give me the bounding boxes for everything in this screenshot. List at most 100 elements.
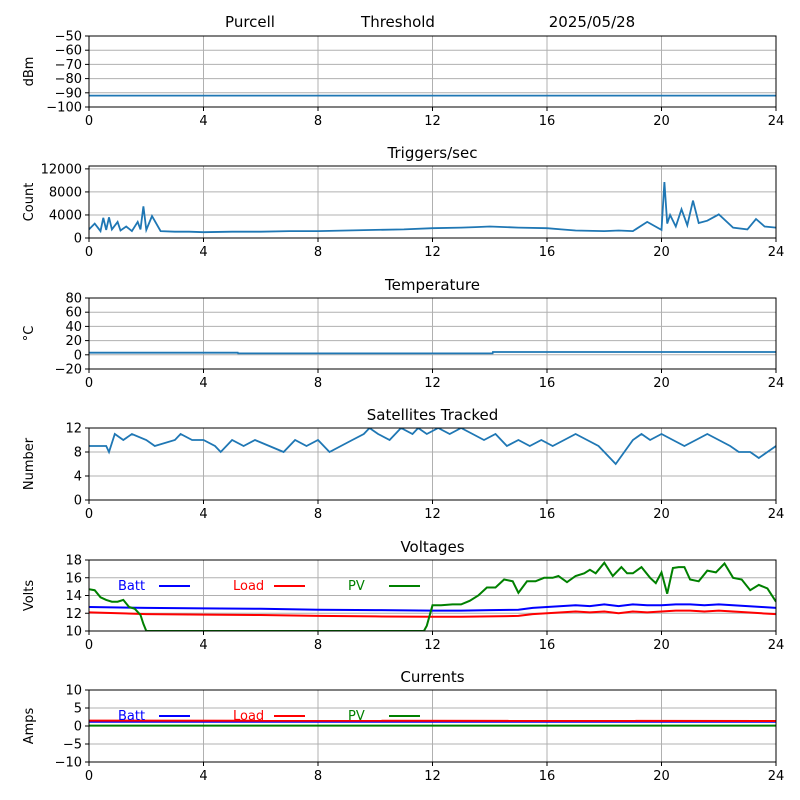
panel-title: Temperature bbox=[384, 276, 480, 294]
x-tick-label: 20 bbox=[653, 376, 670, 391]
y-tick-label: 0 bbox=[74, 348, 82, 363]
y-tick-label: 12 bbox=[65, 607, 82, 622]
y-axis-label: Number bbox=[22, 437, 37, 490]
panel-title: Currents bbox=[400, 668, 464, 686]
y-tick-label: 20 bbox=[65, 334, 82, 349]
chart-header: Purcell Threshold 2025/05/28 bbox=[225, 13, 635, 31]
y-tick-label: 80 bbox=[65, 292, 82, 307]
x-tick-label: 0 bbox=[85, 507, 93, 522]
series-line-pv bbox=[89, 560, 776, 631]
y-axis-label: dBm bbox=[22, 57, 37, 87]
legend-label: Batt bbox=[118, 579, 145, 594]
panel-title: Triggers/sec bbox=[387, 144, 478, 162]
panel-title: Voltages bbox=[400, 538, 464, 556]
y-tick-label: 8000 bbox=[49, 185, 82, 200]
y-tick-label: 0 bbox=[74, 232, 82, 247]
y-axis-label: °C bbox=[22, 326, 37, 342]
x-tick-label: 20 bbox=[653, 114, 670, 129]
y-tick-label: 8 bbox=[74, 446, 82, 461]
x-tick-label: 20 bbox=[653, 245, 670, 260]
x-tick-label: 8 bbox=[314, 507, 322, 522]
chart-panel: 0 4 8 12 16 20 24 0 4 8 12 Satellites Tracked Number bbox=[22, 406, 784, 522]
y-axis-label: Volts bbox=[22, 580, 37, 612]
y-tick-label: −100 bbox=[46, 101, 82, 116]
x-tick-label: 8 bbox=[314, 245, 322, 260]
x-tick-label: 4 bbox=[199, 114, 207, 129]
x-tick-label: 0 bbox=[85, 114, 93, 129]
x-tick-label: 12 bbox=[424, 114, 441, 129]
y-tick-label: 16 bbox=[65, 571, 82, 586]
legend-label: Batt bbox=[118, 709, 145, 724]
y-tick-label: −5 bbox=[63, 738, 82, 753]
y-tick-label: −60 bbox=[55, 44, 82, 59]
y-tick-label: 40 bbox=[65, 320, 82, 335]
x-tick-label: 16 bbox=[539, 638, 556, 653]
x-tick-label: 24 bbox=[768, 638, 785, 653]
x-tick-label: 20 bbox=[653, 507, 670, 522]
header-site: Purcell bbox=[225, 13, 275, 31]
y-tick-label: 10 bbox=[65, 625, 82, 640]
y-tick-label: 14 bbox=[65, 589, 82, 604]
x-tick-label: 8 bbox=[314, 114, 322, 129]
x-tick-label: 12 bbox=[424, 638, 441, 653]
legend-label: PV bbox=[348, 709, 365, 724]
y-tick-label: 0 bbox=[74, 494, 82, 509]
x-tick-label: 4 bbox=[199, 376, 207, 391]
x-tick-label: 4 bbox=[199, 769, 207, 784]
legend-label: Load bbox=[233, 579, 264, 594]
chart-panel: 0 4 8 12 16 20 24 0 4000 8000 12000 Triggers/sec Cou… bbox=[22, 144, 784, 260]
x-tick-label: 16 bbox=[539, 114, 556, 129]
x-tick-label: 16 bbox=[539, 769, 556, 784]
x-tick-label: 24 bbox=[768, 376, 785, 391]
x-tick-label: 16 bbox=[539, 376, 556, 391]
y-tick-label: 4 bbox=[74, 470, 82, 485]
x-tick-label: 4 bbox=[199, 638, 207, 653]
y-tick-label: 12000 bbox=[41, 162, 82, 177]
y-tick-label: −10 bbox=[55, 756, 82, 771]
legend-label: Load bbox=[233, 709, 264, 724]
x-tick-label: 20 bbox=[653, 638, 670, 653]
x-tick-label: 0 bbox=[85, 769, 93, 784]
x-tick-label: 8 bbox=[314, 769, 322, 784]
x-tick-label: 0 bbox=[85, 638, 93, 653]
x-tick-label: 16 bbox=[539, 245, 556, 260]
x-tick-label: 8 bbox=[314, 376, 322, 391]
y-tick-label: −50 bbox=[55, 30, 82, 45]
x-tick-label: 12 bbox=[424, 769, 441, 784]
series-line-load bbox=[89, 609, 776, 618]
chart-panel: Batt Load PV 0 4 8 12 16 20 24 10 12 14 16 18 Voltages V… bbox=[22, 538, 784, 653]
y-tick-label: 60 bbox=[65, 306, 82, 321]
y-axis-label: Count bbox=[22, 183, 37, 222]
y-tick-label: 4000 bbox=[49, 208, 82, 223]
legend-label: PV bbox=[348, 579, 365, 594]
header-date: 2025/05/28 bbox=[549, 13, 635, 31]
y-tick-label: −90 bbox=[55, 86, 82, 101]
y-tick-label: 0 bbox=[74, 720, 82, 735]
y-axis-label: Amps bbox=[22, 707, 37, 744]
x-tick-label: 16 bbox=[539, 507, 556, 522]
x-tick-label: 8 bbox=[314, 638, 322, 653]
series-line bbox=[89, 351, 776, 355]
x-tick-label: 0 bbox=[85, 245, 93, 260]
x-tick-label: 24 bbox=[768, 245, 785, 260]
series-line-batt bbox=[89, 603, 776, 612]
y-tick-label: −80 bbox=[55, 72, 82, 87]
x-tick-label: 12 bbox=[424, 507, 441, 522]
header-mode: Threshold bbox=[360, 13, 435, 31]
x-tick-label: 4 bbox=[199, 507, 207, 522]
x-tick-label: 24 bbox=[768, 769, 785, 784]
chart-panel: 0 4 8 12 16 20 24 −100−90−80−70−60−50 dBm bbox=[22, 30, 784, 130]
x-tick-label: 24 bbox=[768, 114, 785, 129]
chart-panel: Batt Load PV 0 4 8 12 16 20 24 −10 −5 0 5 10 Currents Am… bbox=[22, 668, 784, 784]
y-tick-label: 10 bbox=[65, 684, 82, 699]
x-tick-label: 4 bbox=[199, 245, 207, 260]
y-tick-label: 12 bbox=[65, 422, 82, 437]
x-tick-label: 24 bbox=[768, 507, 785, 522]
y-tick-label: −20 bbox=[55, 363, 82, 378]
x-tick-label: 0 bbox=[85, 376, 93, 391]
series-line bbox=[89, 182, 776, 234]
y-tick-label: 18 bbox=[65, 554, 82, 569]
x-tick-label: 12 bbox=[424, 245, 441, 260]
